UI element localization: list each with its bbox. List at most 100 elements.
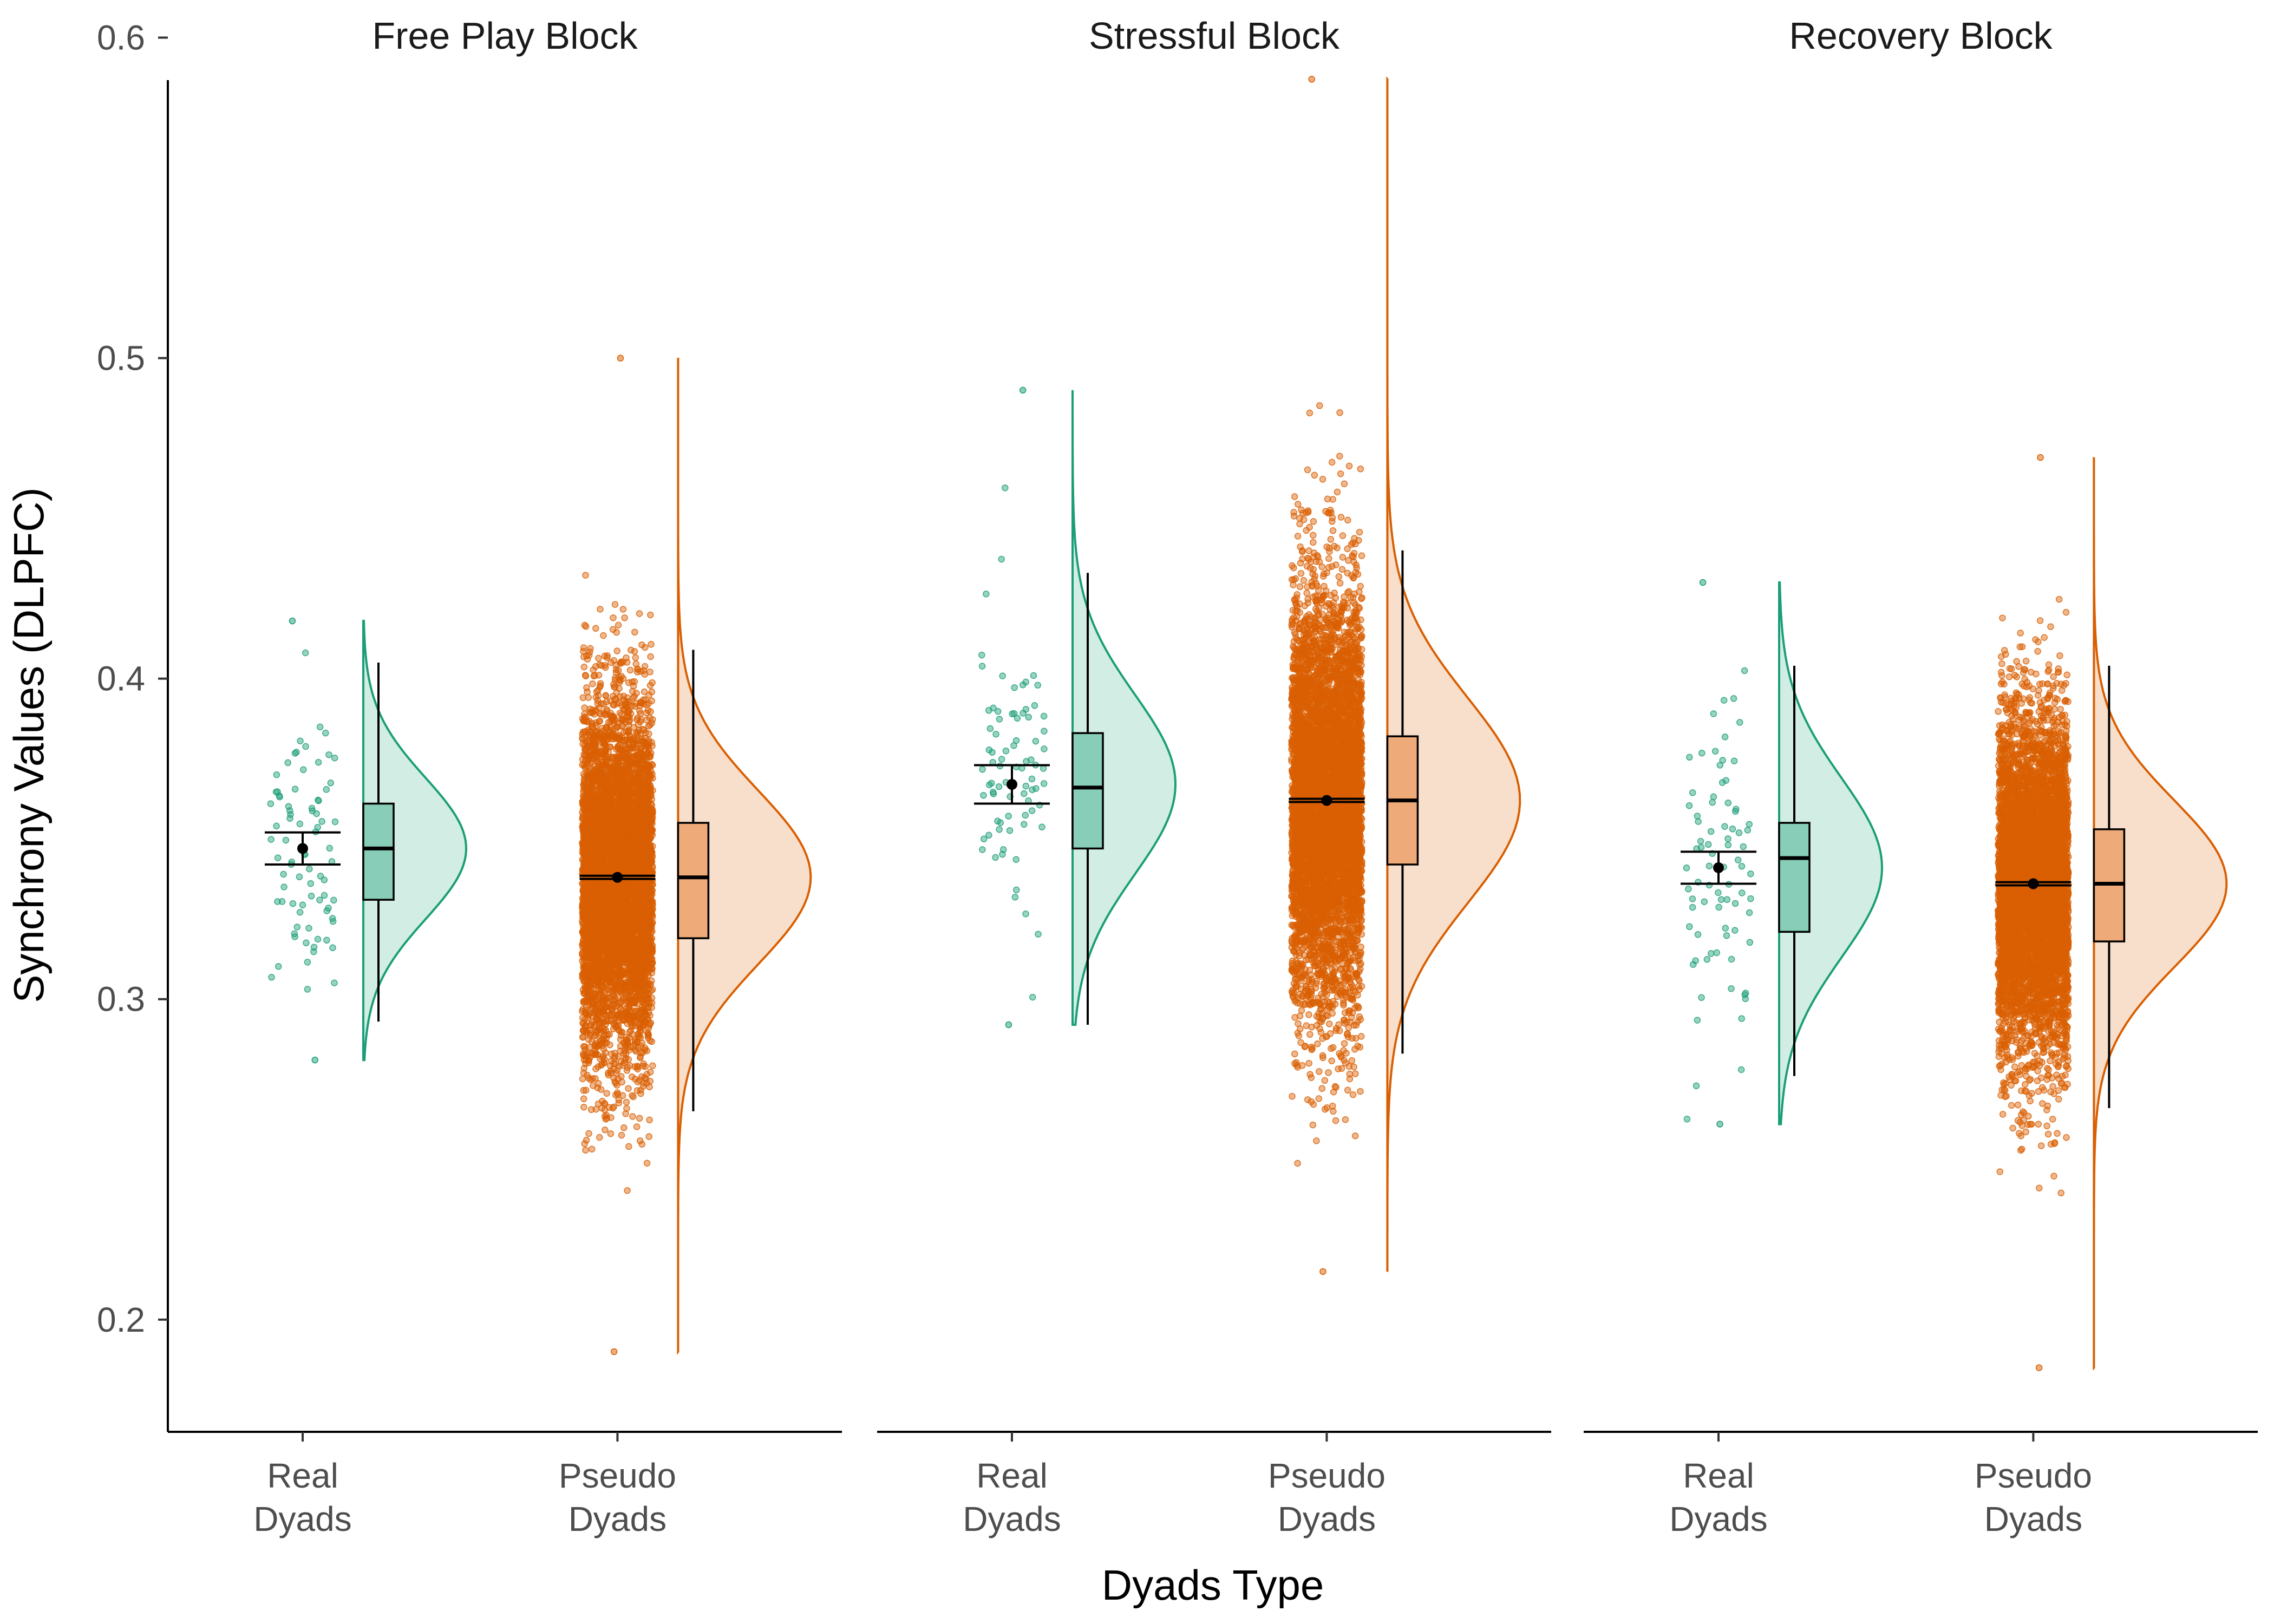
- x-tick-label-line1: Pseudo: [559, 1456, 676, 1495]
- data-point: [602, 1127, 608, 1133]
- data-point: [276, 964, 282, 970]
- data-point: [642, 645, 648, 651]
- data-point: [583, 1088, 589, 1093]
- data-point: [331, 897, 337, 903]
- data-point: [281, 884, 287, 890]
- data-point: [626, 1143, 632, 1149]
- data-point: [309, 806, 315, 811]
- data-point: [290, 901, 296, 907]
- data-point: [316, 759, 322, 765]
- data-point: [592, 994, 598, 1000]
- data-point: [587, 733, 593, 739]
- data-point: [647, 669, 653, 675]
- data-point: [603, 665, 609, 671]
- data-point: [648, 930, 654, 936]
- data-point: [285, 803, 291, 809]
- data-point: [645, 1032, 651, 1038]
- data-point: [619, 1132, 625, 1138]
- data-point: [326, 752, 332, 758]
- data-point: [332, 819, 338, 825]
- data-point: [317, 897, 323, 903]
- data-point: [297, 909, 303, 915]
- data-point: [628, 667, 633, 673]
- data-point: [267, 801, 273, 807]
- data-point: [603, 1050, 609, 1056]
- data-point: [612, 601, 618, 607]
- data-point: [292, 750, 298, 756]
- data-point: [581, 1053, 587, 1059]
- data-point: [641, 1063, 646, 1069]
- data-point: [269, 974, 275, 980]
- data-point: [583, 1061, 589, 1067]
- data-point: [648, 641, 654, 647]
- data-point: [318, 873, 324, 879]
- data-point: [596, 1081, 602, 1086]
- x-tick-label-line2: Dyads: [253, 1499, 351, 1538]
- data-point: [624, 1068, 630, 1073]
- data-point: [294, 924, 300, 930]
- data-point: [315, 797, 321, 803]
- data-point: [602, 1114, 608, 1119]
- data-point: [646, 1134, 652, 1140]
- data-point: [306, 925, 312, 931]
- data-point: [308, 881, 313, 887]
- data-point: [601, 1019, 607, 1025]
- data-point: [622, 615, 628, 621]
- data-point: [593, 1066, 599, 1072]
- data-point: [275, 855, 281, 861]
- data-point: [587, 649, 593, 655]
- data-point: [330, 919, 336, 925]
- data-point: [309, 893, 315, 899]
- data-point: [648, 709, 654, 715]
- data-point: [292, 934, 298, 940]
- data-point: [277, 794, 283, 800]
- data-point: [326, 845, 332, 851]
- real-dyads-group: Real Dyads: [253, 618, 466, 1538]
- data-point: [634, 717, 640, 723]
- y-axis-title: Synchrony Values (DLPFC): [5, 487, 53, 1003]
- data-point: [591, 1023, 597, 1029]
- data-point: [273, 823, 279, 829]
- data-point: [283, 837, 289, 843]
- data-point: [268, 836, 274, 842]
- data-point: [637, 1115, 643, 1121]
- data-point: [616, 1100, 622, 1106]
- data-point: [280, 871, 286, 877]
- data-point: [589, 1146, 595, 1152]
- data-point: [581, 1141, 587, 1147]
- data-point: [285, 759, 291, 765]
- data-point: [586, 1131, 592, 1137]
- data-point: [646, 1117, 652, 1123]
- data-point: [610, 626, 616, 632]
- data-point: [331, 980, 337, 986]
- data-point: [323, 730, 329, 736]
- data-point: [325, 905, 331, 911]
- data-point: [648, 654, 654, 660]
- data-point: [315, 937, 321, 942]
- x-tick-label-line1: Real: [267, 1456, 338, 1495]
- data-point: [650, 1063, 656, 1069]
- data-point: [324, 937, 330, 943]
- data-point: [581, 705, 587, 711]
- data-point: [629, 1092, 635, 1098]
- y-tick-label: 0.2: [97, 1300, 145, 1339]
- data-point: [632, 629, 638, 635]
- data-point: [607, 1131, 613, 1137]
- data-point: [593, 664, 599, 670]
- data-point: [297, 821, 303, 827]
- data-point: [315, 824, 321, 830]
- data-point: [313, 811, 319, 817]
- data-point: [617, 660, 623, 666]
- data-point: [330, 945, 336, 951]
- data-point: [648, 612, 654, 618]
- data-point: [638, 968, 644, 974]
- data-point: [628, 647, 634, 653]
- data-point: [581, 1044, 587, 1050]
- data-point: [297, 738, 303, 744]
- data-point: [625, 1085, 631, 1091]
- data-point: [610, 615, 616, 621]
- data-point: [611, 1061, 617, 1067]
- data-point: [637, 711, 643, 717]
